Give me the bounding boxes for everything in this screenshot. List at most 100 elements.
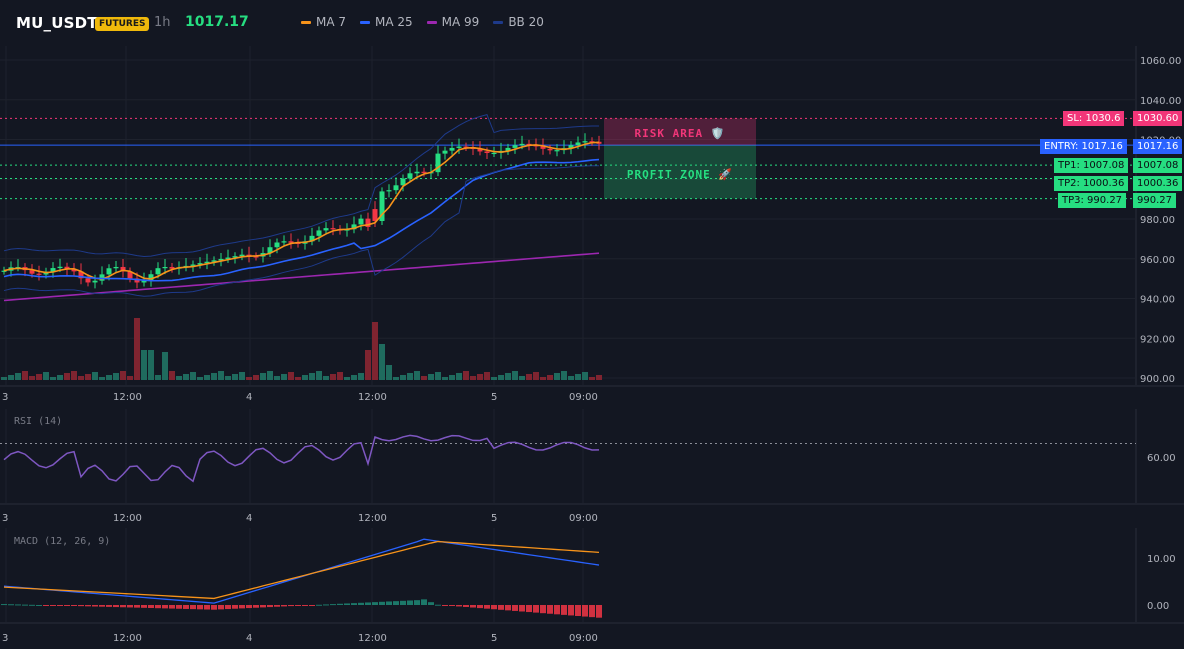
candle-body: [526, 143, 532, 146]
candle-body: [449, 147, 455, 151]
macd-histogram-bar: [351, 603, 357, 605]
candle-body: [414, 171, 420, 174]
volume-bar: [162, 352, 168, 380]
bb20-swatch-icon: [493, 20, 504, 24]
volume-bar: [589, 377, 595, 380]
macd-histogram-bar: [225, 605, 231, 610]
risk-area-zone: [604, 118, 756, 146]
candle-body: [197, 263, 203, 265]
macd-histogram-bar: [162, 605, 168, 609]
rsi-pane[interactable]: [0, 434, 1136, 483]
volume-bar: [414, 371, 420, 380]
time-axis-label: 09:00: [569, 633, 598, 644]
volume-bar: [120, 371, 126, 380]
time-axis-label: 09:00: [569, 392, 598, 403]
time-axis-label: 5: [491, 513, 497, 524]
time-axis-label: 5: [491, 633, 497, 644]
candle-body: [267, 247, 273, 254]
price-axis-label: 1040.00: [1140, 96, 1181, 107]
volume-bar: [309, 373, 315, 380]
candle-body: [568, 145, 574, 149]
macd-histogram-bar: [8, 604, 14, 606]
macd-histogram-bar: [197, 605, 203, 610]
macd-histogram-bar: [561, 605, 567, 615]
macd-histogram-bar: [596, 605, 602, 618]
macd-histogram-bar: [407, 600, 413, 605]
volume-bar: [253, 375, 259, 380]
sl-axis-tag: 1030.60: [1133, 111, 1183, 126]
volume-bar: [484, 372, 490, 380]
time-axis-label: 3: [2, 513, 8, 524]
macd-histogram-bar: [575, 605, 581, 616]
macd-histogram-bar: [288, 605, 294, 607]
price-axis-label: 980.00: [1140, 215, 1175, 226]
symbol-name[interactable]: MU_USDT: [16, 14, 98, 32]
volume-bar: [351, 375, 357, 380]
volume-bar: [337, 372, 343, 380]
candle-body: [358, 218, 364, 225]
entry-line-tag[interactable]: ENTRY: 1017.16: [1040, 139, 1127, 154]
legend-ma99[interactable]: MA 99: [426, 15, 479, 29]
volume-bar: [596, 375, 602, 380]
legend-bb20[interactable]: BB 20: [493, 15, 544, 29]
macd-histogram-bar: [106, 605, 112, 607]
tp2-axis-tag: 1000.36: [1133, 176, 1183, 191]
candle-body: [225, 257, 231, 259]
volume-bar: [554, 373, 560, 380]
volume-bar: [372, 322, 378, 380]
candle-body: [71, 269, 77, 272]
candle-body: [218, 258, 224, 261]
candle-body: [421, 171, 427, 173]
macd-histogram-bar: [330, 604, 336, 606]
volume-bar: [246, 377, 252, 380]
volume-bar: [36, 374, 42, 380]
volume-bar: [218, 371, 224, 380]
macd-histogram-bar: [309, 605, 315, 606]
macd-histogram-bar: [358, 602, 364, 605]
tp3-line-tag[interactable]: TP3: 990.27: [1058, 193, 1127, 208]
macd-histogram-bar: [379, 601, 385, 605]
volume-bar: [260, 373, 266, 380]
candle-body: [512, 145, 518, 148]
volume-bar: [421, 376, 427, 380]
volume-bar: [92, 372, 98, 380]
macd-histogram-bar: [29, 604, 35, 606]
volume-bar: [463, 371, 469, 380]
candle-body: [211, 260, 217, 262]
timeframe-label[interactable]: 1h: [154, 15, 171, 30]
macd-histogram-bar: [36, 605, 42, 606]
macd-pane[interactable]: [1, 538, 602, 618]
volume-bar: [176, 376, 182, 380]
sl-line-tag[interactable]: SL: 1030.6: [1063, 111, 1125, 126]
time-axis-label: 3: [2, 392, 8, 403]
candle-body: [274, 242, 280, 248]
candle-body: [463, 146, 469, 148]
time-axis-label: 4: [246, 392, 252, 403]
legend-ma7[interactable]: MA 7: [301, 15, 346, 29]
macd-histogram-bar: [274, 605, 280, 607]
volume-bar: [183, 374, 189, 380]
candle-body: [323, 228, 329, 231]
candle-body: [442, 150, 448, 154]
legend-ma25[interactable]: MA 25: [360, 15, 413, 29]
candle-body: [127, 271, 133, 279]
volume-bar: [498, 375, 504, 380]
price-pane[interactable]: [0, 114, 1136, 380]
tp1-line-tag[interactable]: TP1: 1007.08: [1054, 158, 1129, 173]
tp2-line-tag[interactable]: TP2: 1000.36: [1054, 176, 1129, 191]
time-axis-label: 12:00: [113, 633, 142, 644]
candle-body: [351, 224, 357, 230]
macd-histogram-bar: [568, 605, 574, 616]
tp3-axis-tag: 990.27: [1133, 193, 1176, 208]
macd-histogram-bar: [344, 603, 350, 605]
macd-histogram-bar: [246, 605, 252, 609]
candle-body: [519, 143, 525, 146]
volume-bar: [547, 375, 553, 380]
macd-histogram-bar: [505, 605, 511, 611]
volume-bar: [15, 373, 21, 380]
macd-histogram-bar: [113, 605, 119, 608]
candle-body: [92, 280, 98, 283]
macd-histogram-bar: [253, 605, 259, 608]
volume-bar: [316, 371, 322, 380]
